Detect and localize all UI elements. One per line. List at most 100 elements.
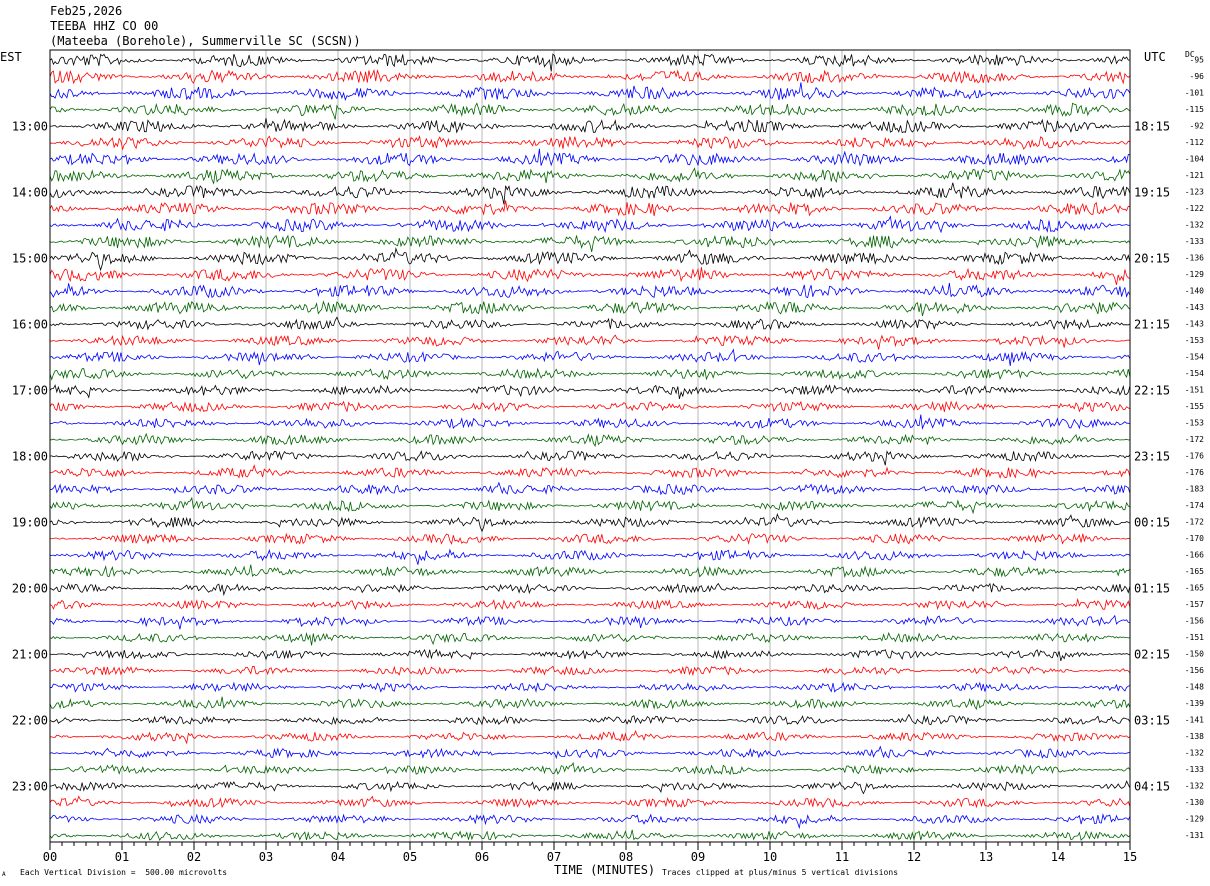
trace-row-42 [49,730,1131,745]
trace-row-36 [49,631,1131,646]
left-hour-label: 16:00 [12,317,48,331]
trace-row-15 [49,282,1131,299]
x-tick-label: 05 [403,850,417,864]
dc-offset-label: -172 [1185,517,1204,526]
x-tick-label: 15 [1123,850,1137,864]
x-axis-title: TIME (MINUTES) [554,863,656,877]
dc-offset-label: -133 [1185,237,1204,246]
trace-row-4 [49,102,1131,120]
dc-offset-label: -122 [1185,204,1204,213]
x-tick-label: 02 [187,850,201,864]
left-hour-label: 13:00 [12,119,48,133]
dc-offset-label: -133 [1185,765,1204,774]
dc-offset-label: -148 [1185,682,1204,691]
dc-offset-label: -95 [1190,55,1205,64]
dc-offset-label: -150 [1185,649,1204,658]
trace-row-33 [49,582,1131,597]
dc-offset-label: -143 [1185,319,1204,328]
left-hour-label: 19:00 [12,515,48,529]
dc-offset-label: -170 [1185,534,1204,543]
x-tick-label: 10 [763,850,777,864]
trace-row-21 [49,384,1131,399]
trace-row-22 [49,400,1131,413]
left-hour-label: 15:00 [12,251,48,265]
right-hour-label: 19:15 [1134,185,1170,199]
dc-offset-label: -151 [1185,633,1204,642]
dc-offset-label: -131 [1185,831,1204,840]
dc-label: DC [1185,50,1195,59]
dc-offset-label: -101 [1185,88,1204,97]
corner-mark: A [2,871,6,878]
trace-row-13 [49,247,1131,272]
dc-offset-label: -166 [1185,550,1204,559]
trace-row-38 [49,665,1131,677]
trace-row-20 [49,367,1131,381]
trace-row-18 [49,334,1131,350]
trace-row-1 [49,53,1130,72]
trace-row-6 [49,135,1131,151]
station-label: (Mateeba (Borehole), Summerville SC (SCS… [50,34,361,48]
dc-offset-label: -138 [1185,732,1204,741]
dc-offset-label: -132 [1185,781,1204,790]
left-timezone-label: EST [0,50,22,64]
x-tick-label: 03 [259,850,273,864]
trace-row-26 [49,464,1131,479]
x-tick-label: 07 [547,850,561,864]
left-hour-label: 18:00 [12,449,48,463]
right-hour-label: 22:15 [1134,383,1170,397]
dc-offset-label: -96 [1190,72,1205,81]
dc-offset-label: -151 [1185,385,1204,394]
trace-row-25 [49,450,1131,466]
trace-row-45 [49,780,1131,795]
left-hour-label: 20:00 [12,581,48,595]
dc-offset-label: -132 [1185,220,1204,229]
dc-offset-label: -129 [1185,814,1204,823]
trace-row-11 [49,215,1131,234]
right-hour-label: 03:15 [1134,713,1170,727]
trace-row-10 [49,200,1131,217]
trace-row-40 [49,696,1131,711]
trace-row-28 [49,496,1131,515]
trace-row-19 [49,348,1131,366]
x-tick-label: 12 [907,850,921,864]
right-hour-label: 21:15 [1134,317,1170,331]
dc-offset-label: -141 [1185,715,1204,724]
trace-row-48 [49,829,1131,841]
plot-frame [49,49,1131,843]
dc-offset-label: -165 [1185,583,1204,592]
dc-offset-label: -139 [1185,699,1204,708]
right-hour-label: 23:15 [1134,449,1170,463]
dc-offset-label: -92 [1190,121,1205,130]
dc-offset-label: -104 [1185,154,1204,163]
dc-offset-label: -183 [1185,484,1204,493]
trace-row-9 [49,182,1131,205]
trace-row-29 [49,513,1131,533]
dc-offset-label: -165 [1185,567,1204,576]
trace-row-37 [49,648,1131,662]
scale-note: Each Vertical Division = 500.00 microvol… [20,868,228,877]
trace-row-16 [49,300,1131,317]
x-tick-label: 13 [979,850,993,864]
dc-offset-label: -176 [1185,468,1204,477]
dc-offset-label: -156 [1185,666,1204,675]
right-hour-label: 01:15 [1134,581,1170,595]
dc-offset-label: -140 [1185,286,1204,295]
x-tick-label: 00 [43,850,57,864]
x-tick-label: 01 [115,850,129,864]
dc-offset-label: -121 [1185,171,1204,180]
channel-label: TEEBA HHZ CO 00 [50,19,159,33]
trace-row-23 [49,414,1131,430]
dc-offset-label: -156 [1185,616,1204,625]
dc-offset-label: -153 [1185,336,1204,345]
x-tick-label: 14 [1051,850,1065,864]
trace-row-2 [49,68,1131,85]
dc-offset-label: -132 [1185,748,1204,757]
right-hour-label: 00:15 [1134,515,1170,529]
trace-row-5 [49,118,1131,134]
trace-row-43 [49,745,1131,760]
trace-row-3 [49,82,1131,101]
trace-row-35 [49,614,1131,630]
right-hour-label: 20:15 [1134,251,1170,265]
trace-row-7 [49,148,1131,167]
dc-offset-label: -153 [1185,418,1204,427]
